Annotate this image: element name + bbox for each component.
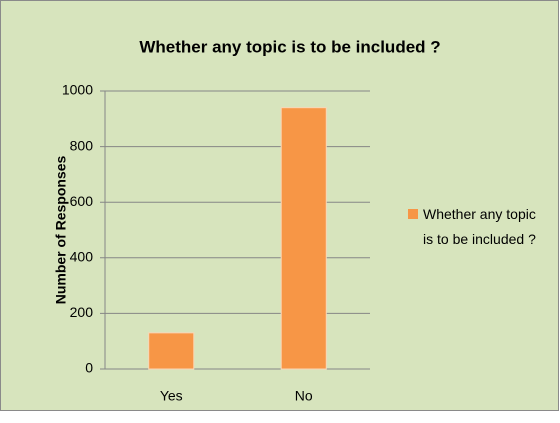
legend: Whether any topic is to be included ?: [408, 202, 538, 252]
x-tick-label: No: [295, 388, 313, 404]
chart-title: Whether any topic is to be included ?: [139, 37, 440, 56]
y-tick-label: 1000: [62, 82, 93, 98]
bar: [148, 332, 195, 370]
y-axis-label: Number of Responses: [53, 155, 69, 304]
legend-label: Whether any topic is to be included ?: [423, 206, 536, 247]
y-tick-label: 800: [70, 137, 94, 153]
bar: [280, 107, 327, 370]
y-tick-label: 400: [70, 249, 94, 265]
y-tick-label: 600: [70, 193, 94, 209]
legend-swatch: [408, 209, 418, 219]
chart-background: [0, 0, 559, 411]
y-tick-label: 0: [85, 360, 93, 376]
y-tick-label: 200: [70, 304, 94, 320]
x-tick-label: Yes: [160, 388, 183, 404]
